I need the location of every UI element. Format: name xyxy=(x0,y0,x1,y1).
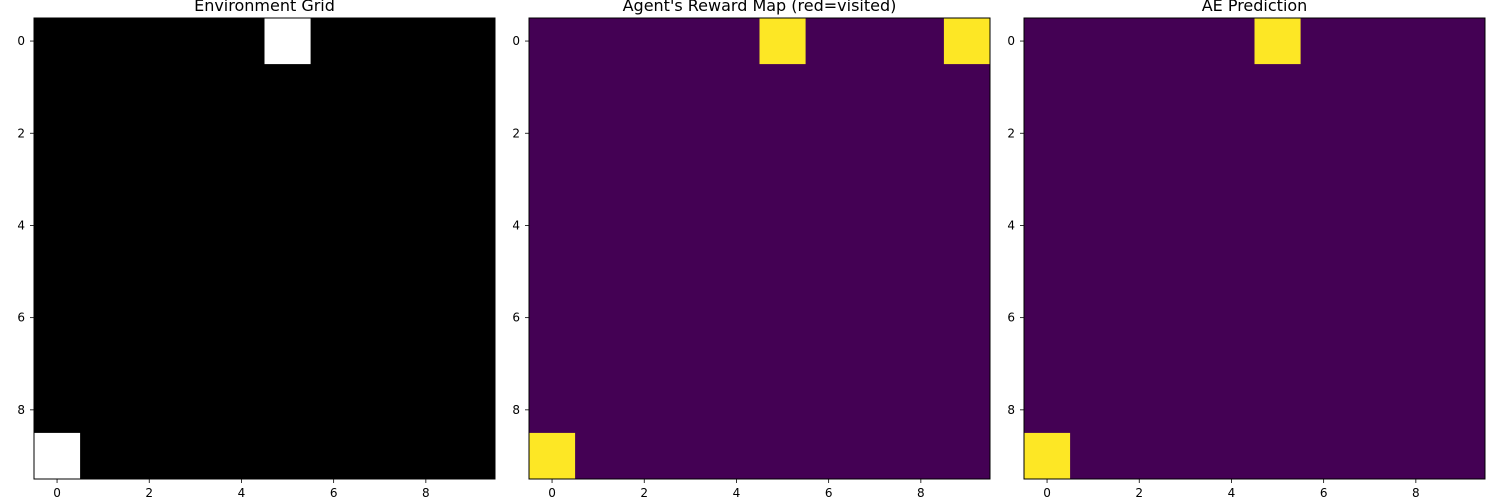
y-tick-label: 2 xyxy=(1007,126,1015,140)
y-tick-label: 6 xyxy=(17,311,25,325)
y-tick-label: 8 xyxy=(512,403,520,417)
heatmap-background xyxy=(1024,18,1485,479)
x-tick-label: 6 xyxy=(1320,486,1328,500)
x-tick-label: 2 xyxy=(640,486,648,500)
heatmap-cell-r9-c0 xyxy=(1024,432,1071,479)
x-tick-label: 2 xyxy=(1135,486,1143,500)
heatmap-cell-r0-c5 xyxy=(1254,18,1301,65)
y-tick-label: 4 xyxy=(1007,218,1015,232)
x-tick-label: 4 xyxy=(1228,486,1236,500)
x-tick-label: 4 xyxy=(238,486,246,500)
y-tick-label: 2 xyxy=(17,126,25,140)
y-tick-label: 6 xyxy=(1007,311,1015,325)
y-tick-label: 2 xyxy=(512,126,520,140)
y-tick-label: 0 xyxy=(1007,34,1015,48)
heatmap-panel-2: Agent's Reward Map (red=visited) 0 2 4 6 8 0 2 4… xyxy=(512,0,991,500)
heatmap-background xyxy=(529,18,990,479)
x-tick-label: 8 xyxy=(1412,486,1420,500)
heatmap-background xyxy=(34,18,495,479)
heatmap-cell-r0-c5 xyxy=(264,18,311,65)
panel-title: Environment Grid xyxy=(194,0,335,15)
heatmap-panel-1: Environment Grid 0 2 4 6 8 0 2 4 6 8 xyxy=(17,0,496,500)
axes-frame xyxy=(33,17,496,480)
x-tick-label: 6 xyxy=(330,486,338,500)
x-tick-label: 0 xyxy=(1043,486,1051,500)
x-tick-label: 4 xyxy=(733,486,741,500)
panel-title: AE Prediction xyxy=(1202,0,1308,15)
heatmap-cell-r9-c0 xyxy=(34,432,81,479)
y-tick-label: 8 xyxy=(1007,403,1015,417)
heatmap-cell-r9-c0 xyxy=(529,432,576,479)
x-tick-label: 0 xyxy=(53,486,61,500)
y-tick-label: 4 xyxy=(512,218,520,232)
y-tick-label: 8 xyxy=(17,403,25,417)
heatmap-cell-r0-c9 xyxy=(943,18,990,65)
y-tick-label: 4 xyxy=(17,218,25,232)
heatmap-cell-r0-c5 xyxy=(759,18,806,65)
axes-frame xyxy=(528,17,991,480)
y-tick-label: 0 xyxy=(17,34,25,48)
x-tick-label: 6 xyxy=(825,486,833,500)
x-tick-label: 2 xyxy=(145,486,153,500)
x-tick-label: 8 xyxy=(422,486,430,500)
heatmap-panel-3: AE Prediction 0 2 4 6 8 0 2 4 6 8 xyxy=(1007,0,1486,500)
y-tick-label: 6 xyxy=(512,311,520,325)
axes-frame xyxy=(1023,17,1486,480)
x-tick-label: 8 xyxy=(917,486,925,500)
y-tick-label: 0 xyxy=(512,34,520,48)
x-tick-label: 0 xyxy=(548,486,556,500)
panel-title: Agent's Reward Map (red=visited) xyxy=(623,0,897,15)
